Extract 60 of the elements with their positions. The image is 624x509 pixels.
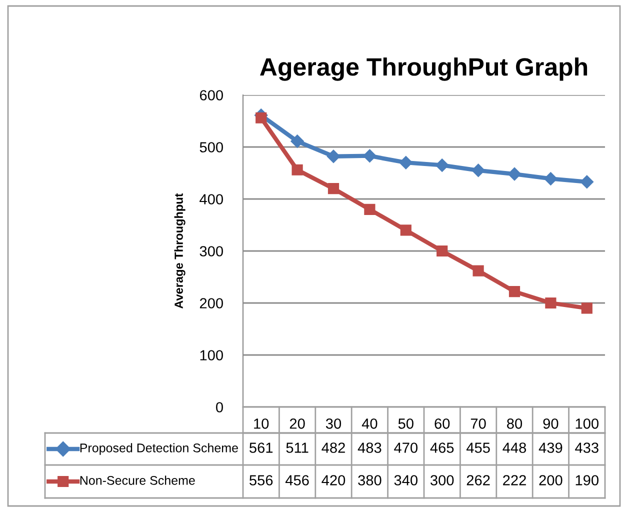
data-label: 470 bbox=[394, 442, 418, 453]
chart-title: Agerage ThroughPut Graph bbox=[260, 57, 588, 81]
x-tick-label: 20 bbox=[290, 418, 305, 429]
data-label: 483 bbox=[358, 442, 382, 453]
data-label: 190 bbox=[576, 475, 598, 486]
y-tick-label: 600 bbox=[200, 90, 223, 100]
data-label: 455 bbox=[466, 442, 490, 453]
point bbox=[290, 134, 304, 148]
point bbox=[508, 286, 520, 298]
data-label: 465 bbox=[430, 442, 454, 453]
point bbox=[364, 204, 376, 215]
y-tick-label: 300 bbox=[200, 246, 223, 256]
point bbox=[508, 167, 522, 181]
legend-label: Non-Secure Scheme bbox=[80, 476, 195, 485]
data-label: 340 bbox=[394, 475, 418, 486]
y-axis-title: Average Throughput bbox=[174, 193, 186, 309]
x-tick-label: 80 bbox=[507, 418, 522, 429]
data-label: 222 bbox=[503, 475, 526, 486]
data-label: 262 bbox=[466, 475, 490, 486]
point bbox=[399, 156, 412, 170]
point bbox=[544, 172, 558, 186]
point bbox=[400, 224, 412, 236]
y-tick-label: 400 bbox=[200, 194, 223, 204]
point bbox=[472, 265, 484, 276]
data-label: 380 bbox=[358, 475, 382, 486]
legend-label: Proposed Detection Scheme bbox=[80, 443, 238, 455]
x-tick-label: 90 bbox=[543, 418, 558, 429]
point bbox=[436, 158, 449, 172]
point bbox=[326, 150, 340, 163]
data-label: 511 bbox=[286, 442, 308, 453]
data-label: 456 bbox=[285, 475, 309, 486]
data-label: 200 bbox=[539, 475, 562, 486]
data-label: 433 bbox=[575, 442, 598, 453]
point bbox=[545, 297, 556, 309]
point bbox=[363, 149, 376, 162]
x-tick-label: 30 bbox=[326, 418, 342, 429]
data-label: 561 bbox=[250, 442, 273, 453]
data-label: 448 bbox=[502, 442, 526, 453]
x-tick-label: 10 bbox=[254, 418, 269, 429]
x-tick-label: 60 bbox=[434, 418, 450, 429]
data-label: 439 bbox=[538, 442, 562, 453]
point bbox=[436, 245, 448, 257]
x-tick-label: 100 bbox=[576, 418, 598, 429]
y-tick-label: 100 bbox=[200, 350, 223, 360]
x-tick-label: 70 bbox=[470, 418, 486, 429]
point bbox=[580, 175, 594, 188]
point bbox=[328, 183, 340, 194]
point bbox=[292, 164, 303, 176]
point bbox=[581, 302, 592, 314]
data-label: 556 bbox=[250, 475, 273, 486]
data-label: 420 bbox=[322, 475, 346, 486]
data-label: 300 bbox=[430, 475, 454, 486]
point bbox=[472, 164, 485, 177]
y-tick-label: 500 bbox=[200, 142, 223, 152]
x-tick-label: 50 bbox=[398, 418, 414, 429]
y-tick-label: 200 bbox=[200, 298, 223, 308]
y-tick-label: 0 bbox=[216, 402, 223, 412]
point bbox=[256, 112, 267, 124]
x-tick-label: 40 bbox=[362, 418, 378, 429]
data-label: 482 bbox=[322, 442, 345, 453]
